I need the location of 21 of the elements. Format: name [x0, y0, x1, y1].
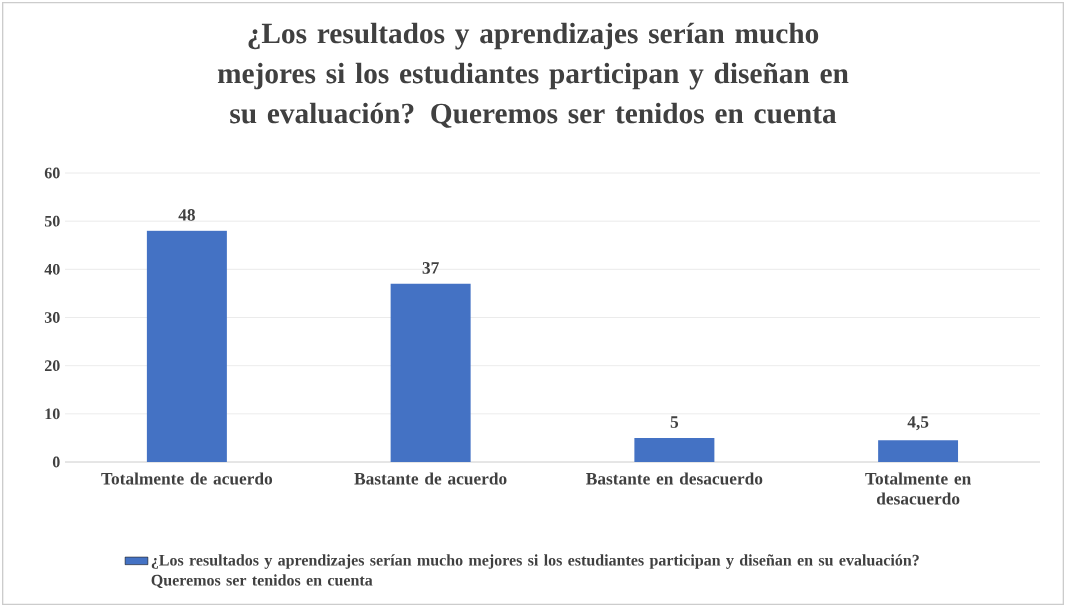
- data-label: 37: [422, 262, 439, 274]
- y-tick-label: 10: [45, 408, 60, 420]
- y-tick-label: 50: [44, 215, 60, 227]
- data-label: 4,5: [907, 416, 929, 431]
- y-tick-label: 20: [44, 360, 60, 372]
- chart-title: ¿Los resultados y aprendizajes serían mucho mejores si los estudiantes participan y diseñan en su evaluación? Queremos ser tenidos en cuenta: [217, 22, 849, 128]
- bar: [390, 283, 471, 462]
- x-tick-label: Bastante de acuerdo: [354, 472, 507, 485]
- data-label: 48: [178, 209, 195, 221]
- legend-label: ¿Los resultados y aprendizajes serían mucho mejores si los estudiantes participan y diseñan en su evaluación? Queremos ser tenidos en cuenta: [151, 554, 919, 589]
- x-tick-label: Totalmente en desacuerdo: [865, 472, 971, 505]
- bar: [634, 437, 715, 462]
- y-tick-label: 30: [44, 312, 60, 323]
- x-tick-label: Bastante en desacuerdo: [586, 472, 763, 485]
- data-label: 5: [670, 416, 679, 428]
- y-tick-label: 40: [44, 263, 60, 275]
- bar: [146, 230, 227, 462]
- bar: [878, 440, 959, 462]
- x-tick-label: Totalmente de acuerdo: [101, 472, 273, 485]
- y-tick-label: 0: [52, 456, 60, 468]
- y-tick-label: 60: [44, 167, 60, 179]
